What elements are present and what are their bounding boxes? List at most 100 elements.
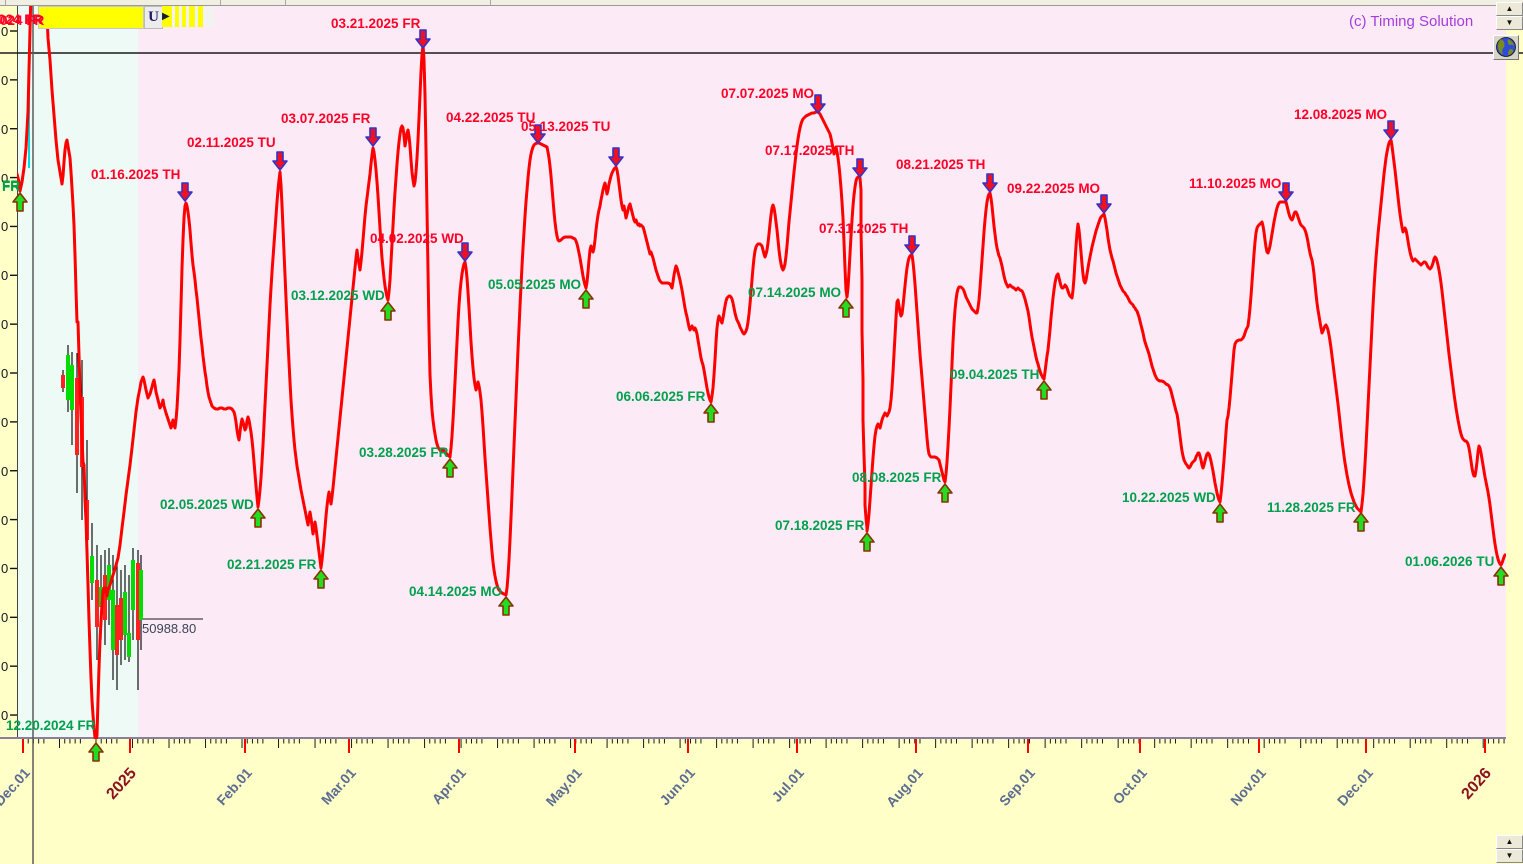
top-arrow-marker[interactable] bbox=[415, 29, 431, 49]
top-arrow-marker[interactable] bbox=[1096, 194, 1112, 214]
bottom-arrow-marker[interactable] bbox=[1036, 380, 1052, 400]
bottom-turning-point-label: 12.20.2024 FR bbox=[6, 718, 96, 733]
y-tick-label: 0 bbox=[1, 24, 9, 39]
bottom-arrow-marker[interactable] bbox=[1353, 512, 1369, 532]
bottom-turning-point-label: 04.14.2025 MO bbox=[409, 584, 503, 599]
top-turning-point-label: 12.08.2025 MO bbox=[1294, 107, 1388, 122]
top-turning-point-label: 09.22.2025 MO bbox=[1007, 181, 1101, 196]
top-arrow-marker[interactable] bbox=[852, 158, 868, 178]
bottom-arrow-marker[interactable] bbox=[12, 192, 28, 212]
globe-button[interactable] bbox=[1493, 35, 1519, 60]
bottom-arrow-marker[interactable] bbox=[88, 742, 104, 762]
clipped-top-date-label: 024 FR bbox=[0, 13, 45, 28]
scroll-up-button[interactable]: ▲ bbox=[1496, 835, 1523, 849]
top-arrow-marker[interactable] bbox=[810, 94, 826, 114]
copyright-label: (c) Timing Solution bbox=[1349, 13, 1474, 30]
bottom-arrow-marker[interactable] bbox=[838, 298, 854, 318]
candle-body bbox=[115, 605, 119, 655]
bottom-arrow-marker[interactable] bbox=[498, 596, 514, 616]
bottom-turning-point-label: 02.21.2025 FR bbox=[227, 557, 317, 572]
candle-body bbox=[127, 633, 131, 657]
clipped-left-date-label: FR bbox=[2, 179, 20, 194]
candle-body bbox=[95, 580, 99, 627]
top-turning-point-label: 02.11.2025 TU bbox=[187, 135, 276, 150]
candle-body bbox=[123, 592, 127, 635]
mini-toolbar-highlight[interactable] bbox=[38, 6, 144, 29]
y-tick-label: 0 bbox=[1, 72, 9, 88]
top-arrow-marker[interactable] bbox=[365, 127, 381, 147]
toolbar-u-button[interactable]: U bbox=[144, 6, 163, 29]
top-turning-point-label: 04.22.2025 TU bbox=[446, 110, 536, 125]
bottom-turning-point-label: 07.18.2025 FR bbox=[775, 518, 865, 533]
bottom-arrow-marker[interactable] bbox=[1212, 503, 1228, 523]
candle-body bbox=[111, 590, 115, 650]
candle-body bbox=[75, 378, 79, 455]
candle-body bbox=[103, 575, 107, 620]
y-axis-strip bbox=[0, 0, 18, 739]
bottom-arrow-marker[interactable] bbox=[859, 532, 875, 552]
price-level-label: 50988.80 bbox=[142, 621, 197, 636]
stripe-arrow-icon: ▶ bbox=[162, 11, 170, 22]
bottom-arrow-marker[interactable] bbox=[380, 301, 396, 321]
y-tick-label: 0 bbox=[1, 121, 9, 137]
x-axis-band bbox=[0, 739, 1523, 864]
y-tick-label: 0 bbox=[1, 610, 9, 626]
top-turning-point-label: 07.31.2025 TH bbox=[819, 221, 909, 236]
bottom-turning-point-label: 01.06.2026 TU bbox=[1405, 554, 1495, 569]
top-arrow-marker[interactable] bbox=[982, 173, 998, 193]
top-turning-point-label: 05.13.2025 TU bbox=[521, 119, 611, 134]
top-arrow-marker[interactable] bbox=[177, 182, 193, 202]
candle-body bbox=[139, 570, 143, 620]
bottom-arrow-marker[interactable] bbox=[250, 508, 266, 528]
bottom-arrow-marker[interactable] bbox=[578, 289, 594, 309]
bottom-arrow-marker[interactable] bbox=[313, 569, 329, 589]
candle-body bbox=[66, 355, 70, 400]
toolbar-bottom-edge bbox=[0, 0, 1523, 6]
top-turning-point-label: 03.21.2025 FR bbox=[331, 16, 421, 31]
candle-body bbox=[99, 587, 103, 607]
bottom-turning-point-label: 05.05.2025 MO bbox=[488, 277, 582, 292]
bottom-turning-point-label: 09.04.2025 TH bbox=[950, 367, 1040, 382]
y-tick-label: 0 bbox=[1, 170, 9, 186]
top-arrow-marker[interactable] bbox=[272, 151, 288, 171]
y-tick-label: 0 bbox=[1, 366, 9, 382]
globe-icon bbox=[1496, 37, 1516, 57]
bottom-turning-point-label: 06.06.2025 FR bbox=[616, 389, 706, 404]
y-tick-label: 0 bbox=[1, 463, 9, 479]
scroll-down-button[interactable]: ▼ bbox=[1496, 849, 1523, 863]
top-turning-point-label: 01.16.2025 TH bbox=[91, 167, 181, 182]
scroll-down-button[interactable]: ▼ bbox=[1496, 16, 1523, 30]
bottom-turning-point-label: 02.05.2025 WD bbox=[160, 497, 254, 512]
bottom-arrow-marker[interactable] bbox=[937, 483, 953, 503]
top-arrow-marker[interactable] bbox=[1383, 120, 1399, 140]
top-turning-point-label: 08.21.2025 TH bbox=[896, 157, 986, 172]
top-arrow-marker[interactable] bbox=[457, 242, 473, 262]
vertical-scroll-spinner-bottom: ▲ ▼ bbox=[1496, 835, 1523, 864]
y-tick-label: 0 bbox=[1, 659, 9, 675]
bottom-turning-point-label: 03.28.2025 FR bbox=[359, 445, 449, 460]
top-turning-point-label: 07.07.2025 MO bbox=[721, 86, 815, 101]
top-arrow-marker[interactable] bbox=[530, 124, 546, 144]
candle-body bbox=[131, 560, 135, 610]
bottom-arrow-marker[interactable] bbox=[703, 403, 719, 423]
bottom-arrow-marker[interactable] bbox=[1493, 566, 1509, 586]
y-tick-label: 0 bbox=[1, 708, 9, 724]
y-tick-label: 0 bbox=[1, 561, 9, 577]
candle-body bbox=[107, 565, 111, 600]
top-turning-point-label: 04.02.2025 WD bbox=[370, 231, 464, 246]
bottom-turning-point-label: 03.12.2025 WD bbox=[291, 288, 385, 303]
bottom-arrow-marker[interactable] bbox=[442, 458, 458, 478]
candle-body bbox=[90, 556, 94, 583]
top-arrow-marker[interactable] bbox=[1278, 182, 1294, 202]
toolbar-stripe-indicator: ▶ bbox=[162, 6, 214, 27]
bottom-turning-point-label: 10.22.2025 WD bbox=[1122, 490, 1216, 505]
top-arrow-marker[interactable] bbox=[904, 235, 920, 255]
y-tick-label: 0 bbox=[1, 268, 9, 284]
candle-body bbox=[136, 563, 140, 640]
bottom-turning-point-label: 11.28.2025 FR bbox=[1267, 500, 1356, 515]
top-arrow-marker[interactable] bbox=[608, 147, 624, 167]
top-turning-point-label: 07.17.2025 TH bbox=[765, 143, 855, 158]
scroll-up-button[interactable]: ▲ bbox=[1496, 2, 1523, 16]
top-turning-point-label: 024 FR bbox=[0, 12, 43, 27]
